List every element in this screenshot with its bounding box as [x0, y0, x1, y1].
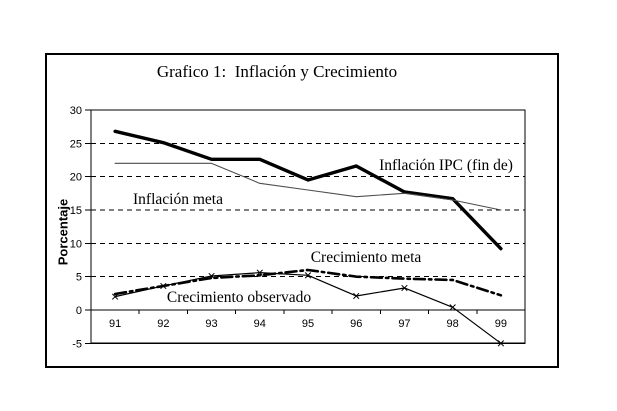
data-marker: [256, 269, 263, 276]
plot-border: [90, 109, 526, 344]
data-marker: [449, 304, 456, 311]
y-tick-label: 10: [70, 238, 82, 250]
y-tick-label: 0: [76, 305, 82, 317]
x-tick-label: 92: [157, 318, 169, 330]
y-tick-label: 30: [70, 105, 82, 117]
y-tick-label: -5: [72, 338, 82, 350]
x-tick-label: 94: [254, 318, 266, 330]
series-line-inflaci-n-meta: [114, 162, 502, 211]
series-label: Inflación meta: [133, 191, 223, 208]
y-tick-label: 25: [70, 138, 82, 150]
y-tick-label: 20: [70, 172, 82, 184]
x-tick-label: 98: [447, 318, 459, 330]
series-label: Crecimiento observado: [167, 289, 311, 306]
series-line-crecimiento-meta: [113, 268, 503, 297]
data-marker: [111, 293, 119, 300]
y-tick-label: 15: [70, 205, 82, 217]
y-tick-label: 5: [76, 272, 82, 284]
series-label: Crecimiento meta: [311, 249, 422, 266]
x-tick-label: 99: [495, 318, 507, 330]
figure-frame: [45, 53, 559, 368]
data-marker: [401, 284, 408, 292]
x-tick-label: 95: [302, 318, 314, 330]
series-line-inflaci-n-ipc-fin-de: [113, 129, 503, 251]
x-tick-label: 97: [398, 318, 410, 330]
series-label: Inflación IPC (fin de): [379, 157, 513, 174]
x-tick-label: 96: [350, 318, 362, 330]
x-tick-label: 93: [205, 318, 217, 330]
data-marker: [304, 272, 312, 279]
chart-title: Grafico 1: Inflación y Crecimiento: [156, 62, 398, 81]
data-marker: [160, 282, 167, 290]
data-marker: [353, 292, 360, 300]
data-marker: [208, 272, 215, 280]
x-tick-label: 91: [109, 318, 121, 330]
data-marker: [497, 340, 505, 347]
